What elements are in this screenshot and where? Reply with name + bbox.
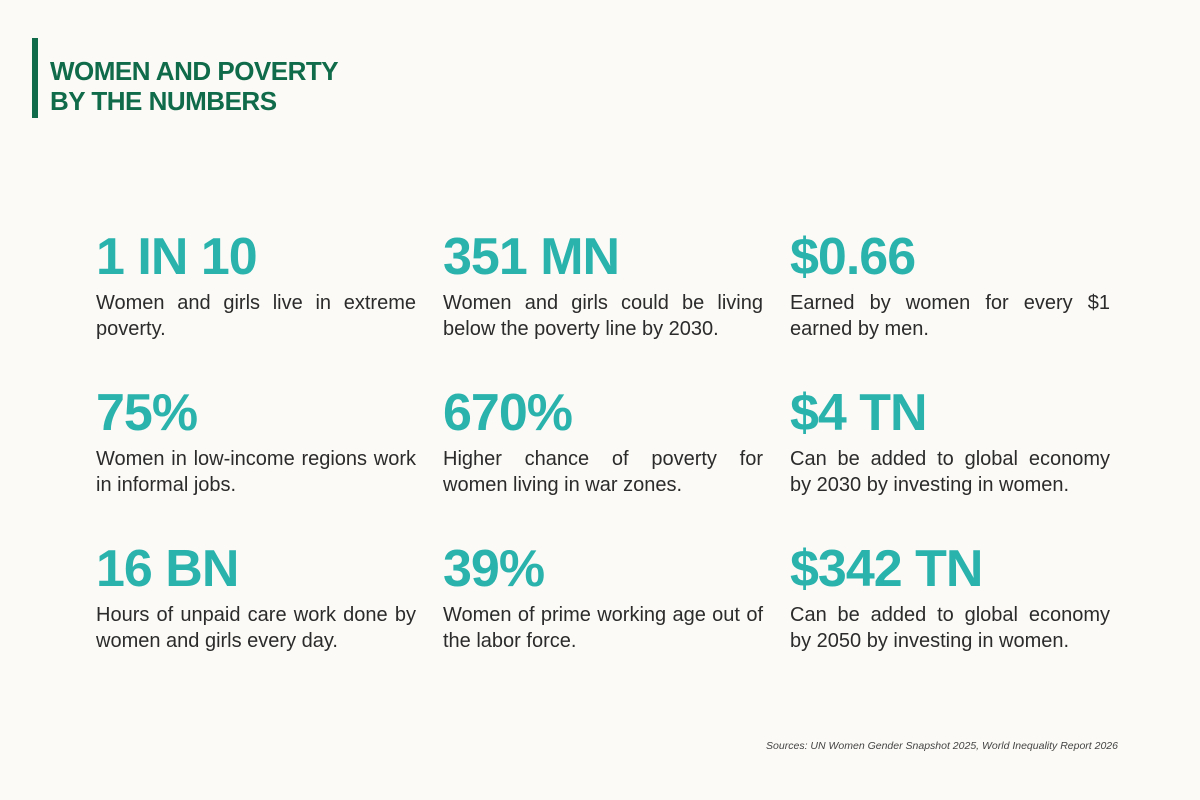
stat-description: Hours of unpaid care work done by women …	[96, 604, 416, 652]
stat-value: 670%	[443, 384, 573, 442]
stat-description: Women of prime working age out of the la…	[443, 604, 763, 652]
stat-card: 16 BN Hours of unpaid care work done by …	[96, 538, 416, 654]
stat-card: $4 TN Can be added to global economy by …	[790, 382, 1110, 498]
stat-value: 351 MN	[443, 228, 620, 286]
title-block: WOMEN AND POVERTY BY THE NUMBERS	[32, 38, 339, 118]
stat-description: Women and girls live in extreme poverty.	[96, 292, 416, 340]
stat-value: 1 IN 10	[96, 228, 258, 286]
stat-description: Can be added to global economy by 2030 b…	[790, 448, 1110, 496]
stat-value: 75%	[96, 384, 198, 442]
stat-description: Earned by women for every $1 earned by m…	[790, 292, 1110, 340]
page-title-line-1: WOMEN AND POVERTY	[50, 56, 339, 86]
stat-card: 75% Women in low-income regions work in …	[96, 382, 416, 498]
stat-value: $342 TN	[790, 540, 983, 598]
stat-card: 39% Women of prime working age out of th…	[443, 538, 763, 654]
stat-value: 39%	[443, 540, 545, 598]
stat-value: 16 BN	[96, 540, 239, 598]
stat-value: $4 TN	[790, 384, 928, 442]
stat-card: $342 TN Can be added to global economy b…	[790, 538, 1110, 654]
stat-description: Women in low-income regions work in info…	[96, 448, 416, 496]
stat-card: 1 IN 10 Women and girls live in extreme …	[96, 226, 416, 342]
stat-card: $0.66 Earned by women for every $1 earne…	[790, 226, 1110, 342]
stat-card: 670% Higher chance of poverty for women …	[443, 382, 763, 498]
stat-card: 351 MN Women and girls could be living b…	[443, 226, 763, 342]
stat-description: Can be added to global economy by 2050 b…	[790, 604, 1110, 652]
stat-description: Women and girls could be living below th…	[443, 292, 763, 340]
stats-grid: 1 IN 10 Women and girls live in extreme …	[96, 226, 1116, 654]
stat-value: $0.66	[790, 228, 916, 286]
stat-description: Higher chance of poverty for women livin…	[443, 448, 763, 496]
page-title-line-2: BY THE NUMBERS	[50, 86, 277, 116]
sources-note: Sources: UN Women Gender Snapshot 2025, …	[766, 740, 1118, 752]
